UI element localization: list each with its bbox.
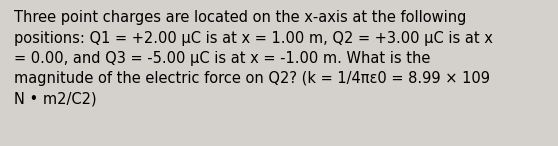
Text: Three point charges are located on the x-axis at the following
positions: Q1 = +: Three point charges are located on the x… (14, 10, 493, 107)
